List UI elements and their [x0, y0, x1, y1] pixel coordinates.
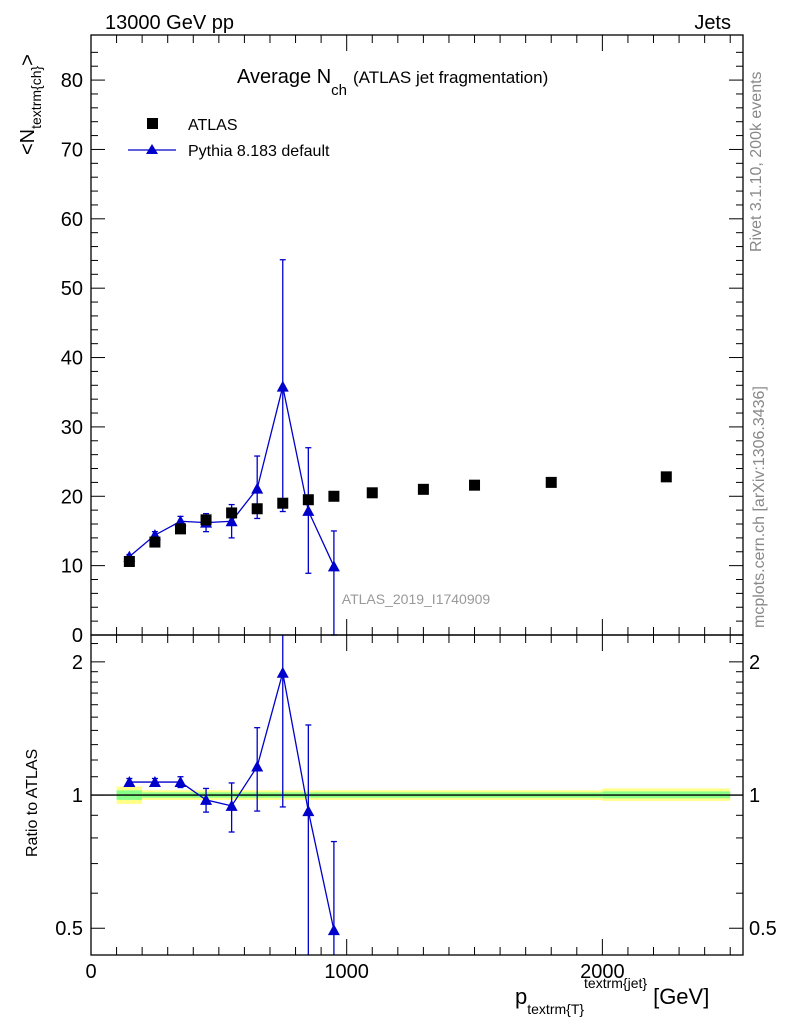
pythia-point: [276, 380, 289, 392]
header-right: Jets: [694, 12, 731, 34]
ratio-point: [148, 776, 161, 788]
ratio-point: [123, 776, 136, 788]
ratio-point: [302, 805, 315, 817]
title-sub: ch: [331, 82, 347, 99]
ratio-y-tick-label-left: 2: [72, 652, 83, 674]
x-tick-label: 0: [85, 961, 96, 983]
x-tick-label: 2000: [580, 961, 625, 983]
ratio-point: [200, 793, 213, 805]
x-axis-label: ptextrm{T}textrm{jet} [GeV]: [515, 975, 709, 1017]
main-y-tick-label: 0: [72, 625, 83, 647]
ratio-x-axis: 0 1000 2000: [85, 635, 731, 983]
legend-pythia-marker: [146, 144, 158, 154]
main-title: Average Nch (ATLAS jet fragmentation): [237, 66, 548, 99]
ratio-panel: 0.5 0.51 12 2 0 1000 2000 Ratio to ATLAS ptex…: [24, 634, 777, 1017]
ratio-point: [327, 924, 340, 936]
atlas-series: [123, 471, 672, 567]
analysis-id-label: ATLAS_2019_I1740909: [342, 591, 491, 607]
atlas-point: [302, 494, 314, 506]
atlas-point: [251, 503, 263, 515]
ratio-y-tick-label-left: 1: [72, 785, 83, 807]
xlabel-post: [GeV]: [653, 984, 709, 1009]
ratio-frame: [90, 634, 744, 956]
ratio-y-axis-label: Ratio to ATLAS: [24, 749, 41, 857]
ratio-point: [174, 776, 187, 788]
pythia-series: [123, 259, 340, 636]
main-y-tick-label: 20: [61, 486, 83, 508]
atlas-point: [123, 555, 135, 567]
atlas-point: [469, 479, 481, 491]
pythia-point: [327, 560, 340, 572]
ratio-y-tick-label-left: 0.5: [55, 918, 83, 940]
mcplots-source-label: mcplots.cern.ch [arXiv:1306.3436]: [751, 386, 768, 628]
atlas-point: [226, 507, 238, 519]
legend-atlas-label: ATLAS: [188, 117, 238, 134]
ratio-y-tick-label-right: 2: [749, 652, 760, 674]
reference-band: [91, 786, 743, 804]
main-x-ticks: [116, 35, 731, 635]
pythia-point: [251, 482, 264, 494]
main-y-axis-label: <Ntextrm{ch}>: [17, 54, 44, 155]
ratio-y-tick-label-right: 1: [749, 785, 760, 807]
legend: ATLAS Pythia 8.183 default: [128, 117, 330, 160]
xlabel-pre: p: [515, 984, 527, 1009]
xlabel-sub: textrm{T}: [527, 1001, 584, 1017]
main-y-tick-label: 10: [61, 556, 83, 578]
x-tick-label: 1000: [324, 961, 369, 983]
main-y-tick-label: 30: [61, 417, 83, 439]
ylabel-pre: <N: [17, 129, 39, 155]
main-y-tick-label: 50: [61, 278, 83, 300]
xlabel-sup: textrm{jet}: [584, 975, 647, 991]
atlas-point: [660, 471, 672, 483]
atlas-point: [277, 497, 289, 509]
ratio-point: [225, 799, 238, 811]
main-y-tick-label: 60: [61, 209, 83, 231]
title-main: Average N: [237, 66, 331, 88]
title-rest: (ATLAS jet fragmentation): [353, 68, 548, 87]
atlas-point: [417, 483, 429, 495]
atlas-point: [328, 490, 340, 502]
main-y-tick-label: 80: [61, 70, 83, 92]
ylabel-post: >: [17, 54, 39, 66]
header-left: 13000 GeV pp: [105, 12, 234, 34]
ratio-y-axis: 0.5 0.5 1 1 2 2: [55, 643, 777, 940]
ylabel-sub: textrm{ch}: [28, 66, 44, 129]
pythia-point: [302, 504, 315, 516]
ratio-series: [123, 635, 340, 955]
atlas-point: [366, 487, 378, 499]
legend-pythia-label: Pythia 8.183 default: [188, 143, 330, 160]
pythia-point: [225, 515, 238, 527]
main-y-tick-label: 70: [61, 139, 83, 161]
atlas-point: [174, 523, 186, 535]
atlas-point: [149, 536, 161, 548]
atlas-point: [200, 514, 212, 526]
rivet-version-label: Rivet 3.1.10, 200k events: [748, 71, 765, 252]
legend-atlas-marker: [147, 118, 158, 129]
ratio-point: [276, 666, 289, 678]
ratio-point: [251, 760, 264, 772]
main-y-tick-label: 40: [61, 348, 83, 370]
ratio-y-tick-label-right: 0.5: [749, 918, 777, 940]
main-panel: 0 10 20 30 40 50 60 70 80 Average Nch (ATLAS jet …: [17, 34, 744, 647]
atlas-point: [545, 476, 557, 488]
main-y-axis: 0 10 20 30 40 50 60 70 80: [61, 51, 743, 647]
